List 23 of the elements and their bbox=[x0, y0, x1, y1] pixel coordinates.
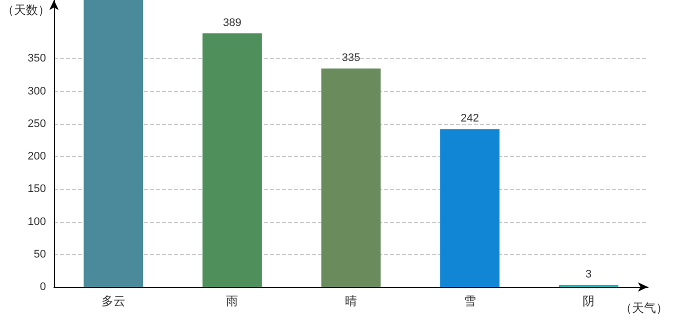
x-axis-title: （天气） bbox=[620, 301, 668, 315]
y-tick-label: 150 bbox=[28, 183, 46, 196]
data-label: 389 bbox=[223, 16, 242, 29]
y-tick-label: 100 bbox=[28, 216, 46, 228]
data-label: 3 bbox=[586, 268, 592, 281]
y-tick-label: 300 bbox=[28, 85, 46, 98]
y-axis-title: （天数） bbox=[2, 3, 50, 17]
data-label: 335 bbox=[342, 52, 360, 64]
y-tick-label: 200 bbox=[28, 150, 46, 163]
x-tick-label: 多云 bbox=[101, 294, 126, 308]
y-tick-label: 350 bbox=[28, 52, 46, 65]
x-tick-label: 阴 bbox=[582, 294, 595, 308]
y-tick-label: 250 bbox=[28, 118, 46, 130]
y-tick-label: 50 bbox=[34, 248, 46, 260]
x-tick-label: 雪 bbox=[464, 294, 476, 308]
bar bbox=[321, 68, 381, 287]
x-tick-label: 雨 bbox=[226, 294, 238, 308]
bar bbox=[202, 33, 262, 287]
x-tick-label: 晴 bbox=[345, 294, 357, 308]
bar bbox=[84, 0, 144, 287]
y-tick-label: 0 bbox=[40, 281, 46, 293]
bar bbox=[440, 129, 500, 287]
data-label: 242 bbox=[460, 112, 479, 125]
